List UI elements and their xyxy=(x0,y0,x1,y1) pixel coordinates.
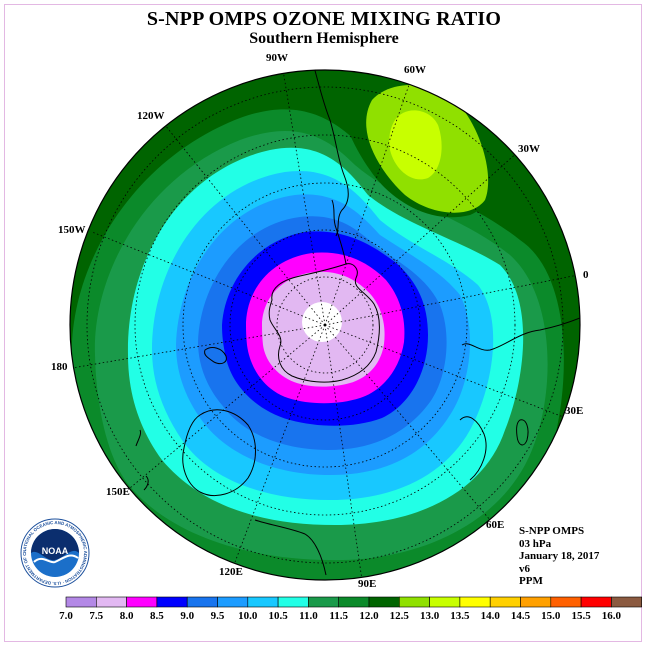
polar-data-gap xyxy=(302,302,342,342)
lon-label-30e: 30E xyxy=(565,405,583,417)
lon-label-30w: 30W xyxy=(518,143,540,155)
ozone-contours xyxy=(70,70,580,580)
coastline-africa-east xyxy=(459,416,487,481)
info-version: v6 xyxy=(519,562,530,575)
noaa-logo: NATIONAL OCEANIC AND ATMOSPHERIC ADMINIS… xyxy=(20,518,90,588)
coastlines xyxy=(135,70,580,576)
lon-label-150w: 150W xyxy=(58,224,86,236)
map-subtitle: Southern Hemisphere xyxy=(249,30,399,47)
lon-label-120w: 120W xyxy=(137,110,165,122)
coastline-indonesia xyxy=(254,519,327,576)
coastline-south-america xyxy=(311,70,349,237)
coastline-antarctica xyxy=(268,263,380,383)
longitude-labels: 90W 60W 120W 30W 150W 0 180 30E 150E 60E… xyxy=(51,52,589,590)
lon-label-150e: 150E xyxy=(106,486,130,498)
coastline-australia xyxy=(182,409,256,496)
lon-label-60w: 60W xyxy=(404,64,426,76)
coastline-new-zealand xyxy=(204,347,227,365)
graticule xyxy=(71,70,579,580)
contour-13-0 xyxy=(389,110,442,180)
lon-label-90e: 90E xyxy=(358,578,376,590)
lon-label-180: 180 xyxy=(51,361,68,373)
info-instrument: S-NPP OMPS xyxy=(519,525,585,537)
map-title: S-NPP OMPS OZONE MIXING RATIO xyxy=(146,8,502,30)
map-boundary xyxy=(69,69,581,581)
lon-label-90w: 90W xyxy=(266,52,288,64)
figure-frame xyxy=(4,4,642,642)
coastline-madagascar xyxy=(516,419,529,446)
lon-label-60e: 60E xyxy=(486,519,504,531)
map-info-block: S-NPP OMPS 03 hPa January 18, 2017 v6 PP… xyxy=(519,525,644,588)
info-pressure-level: 03 hPa xyxy=(519,537,552,550)
noaa-logo-text: NOAA xyxy=(42,546,69,556)
info-date: January 18, 2017 xyxy=(519,550,600,563)
lon-label-0: 0 xyxy=(583,269,589,281)
lon-label-120e: 120E xyxy=(219,566,243,578)
info-units: PPM xyxy=(519,575,543,588)
coastline-antarctic-peninsula xyxy=(331,199,347,265)
coastline-africa xyxy=(461,317,580,351)
coastline-pacific-islands xyxy=(135,429,149,491)
